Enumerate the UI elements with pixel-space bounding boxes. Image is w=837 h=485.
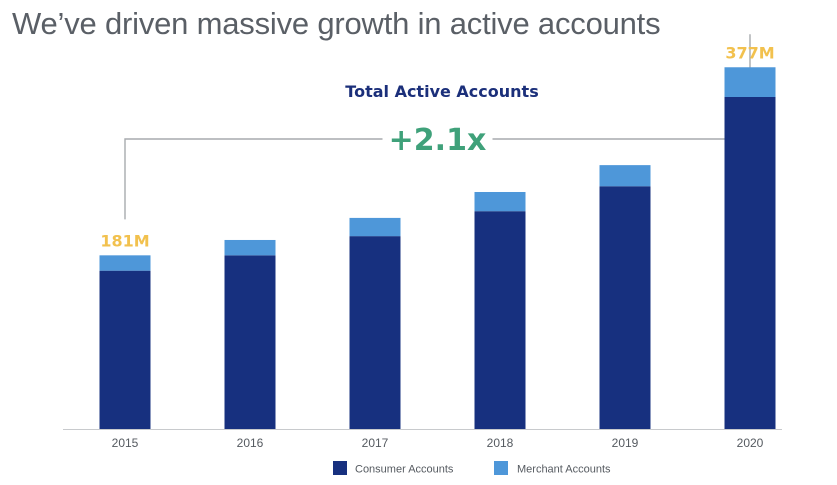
merchant-bar-2015	[99, 255, 151, 271]
page-headline: We’ve driven massive growth in active ac…	[12, 6, 661, 41]
bars-group	[63, 67, 782, 430]
consumer-bar-2017	[349, 236, 401, 429]
consumer-bar-2018	[474, 211, 526, 429]
merchant-bar-2017	[349, 217, 401, 237]
x-tick-label-2020: 2020	[737, 436, 764, 450]
consumer-bar-2020	[724, 97, 776, 429]
growth-bracket-group: +2.1x	[124, 34, 751, 220]
legend-label-merchant-accounts: Merchant Accounts	[517, 464, 611, 476]
consumer-bar-2019	[599, 186, 651, 429]
x-tick-label-2016: 2016	[237, 436, 264, 450]
legend-label-consumer-accounts: Consumer Accounts	[355, 464, 454, 476]
chart-title: Total Active Accounts	[345, 82, 538, 101]
legend-swatch-consumer-accounts	[333, 461, 347, 475]
consumer-bar-2016	[224, 255, 276, 429]
legend-swatch-merchant-accounts	[494, 461, 508, 475]
growth-multiplier-label: +2.1x	[389, 123, 487, 158]
merchant-bar-2019	[599, 165, 651, 187]
x-tick-label-2019: 2019	[612, 436, 639, 450]
x-tick-label-2018: 2018	[487, 436, 514, 450]
x-tick-label-2017: 2017	[362, 436, 389, 450]
value-label-2015: 181M	[100, 231, 149, 250]
labels-group: 2015 2016 2017 2018 2019 2020 181M 377M	[100, 43, 774, 450]
merchant-bar-2018	[474, 191, 526, 212]
value-label-2020: 377M	[725, 43, 774, 62]
x-tick-label-2015: 2015	[112, 436, 139, 450]
merchant-bar-2016	[224, 239, 276, 256]
legend-group: Consumer Accounts Merchant Accounts	[333, 461, 611, 476]
consumer-bar-2015	[99, 270, 151, 429]
merchant-bar-2020	[724, 67, 776, 98]
growth-bracket-left	[124, 138, 383, 220]
